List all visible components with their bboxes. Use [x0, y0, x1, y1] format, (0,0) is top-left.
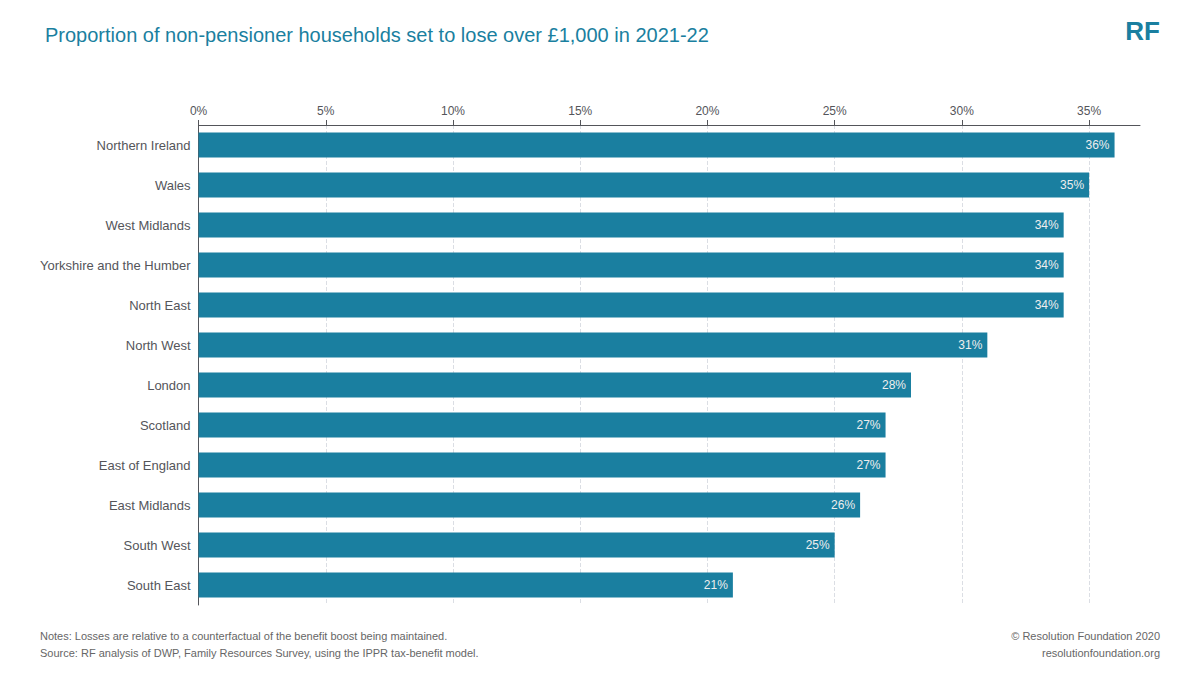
svg-text:East of England: East of England: [99, 458, 191, 473]
svg-text:South West: South West: [124, 538, 191, 553]
svg-text:Northern Ireland: Northern Ireland: [97, 138, 191, 153]
svg-text:Scotland: Scotland: [140, 418, 191, 433]
svg-text:© Resolution Foundation 2020: © Resolution Foundation 2020: [1011, 630, 1160, 642]
svg-text:34%: 34%: [1035, 258, 1059, 272]
svg-text:35%: 35%: [1060, 178, 1084, 192]
svg-text:31%: 31%: [958, 338, 982, 352]
svg-text:35%: 35%: [1077, 104, 1101, 118]
svg-text:27%: 27%: [857, 458, 881, 472]
svg-text:10%: 10%: [441, 104, 465, 118]
svg-text:25%: 25%: [823, 104, 847, 118]
svg-text:20%: 20%: [695, 104, 719, 118]
svg-text:Source: RF analysis of DWP, Fa: Source: RF analysis of DWP, Family Resou…: [40, 647, 479, 659]
svg-text:North East: North East: [129, 298, 191, 313]
svg-text:Proportion of non-pensioner ho: Proportion of non-pensioner households s…: [45, 24, 709, 46]
svg-text:36%: 36%: [1086, 138, 1110, 152]
svg-text:34%: 34%: [1035, 298, 1059, 312]
svg-text:resolutionfoundation.org: resolutionfoundation.org: [1042, 647, 1160, 659]
svg-text:15%: 15%: [568, 104, 592, 118]
svg-text:Yorkshire and the Humber: Yorkshire and the Humber: [40, 258, 191, 273]
svg-text:Wales: Wales: [155, 178, 191, 193]
svg-text:34%: 34%: [1035, 218, 1059, 232]
svg-text:30%: 30%: [950, 104, 974, 118]
svg-text:21%: 21%: [704, 578, 728, 592]
svg-text:RF: RF: [1125, 16, 1160, 46]
svg-text:London: London: [147, 378, 190, 393]
svg-text:26%: 26%: [831, 498, 855, 512]
svg-text:0%: 0%: [190, 104, 208, 118]
svg-text:North West: North West: [126, 338, 191, 353]
svg-text:27%: 27%: [857, 418, 881, 432]
svg-text:East Midlands: East Midlands: [109, 498, 191, 513]
svg-text:Notes: Losses are relative to: Notes: Losses are relative to a counterf…: [40, 630, 447, 642]
svg-text:5%: 5%: [317, 104, 335, 118]
svg-text:South East: South East: [127, 578, 191, 593]
svg-text:28%: 28%: [882, 378, 906, 392]
svg-text:25%: 25%: [806, 538, 830, 552]
svg-text:West Midlands: West Midlands: [106, 218, 192, 233]
